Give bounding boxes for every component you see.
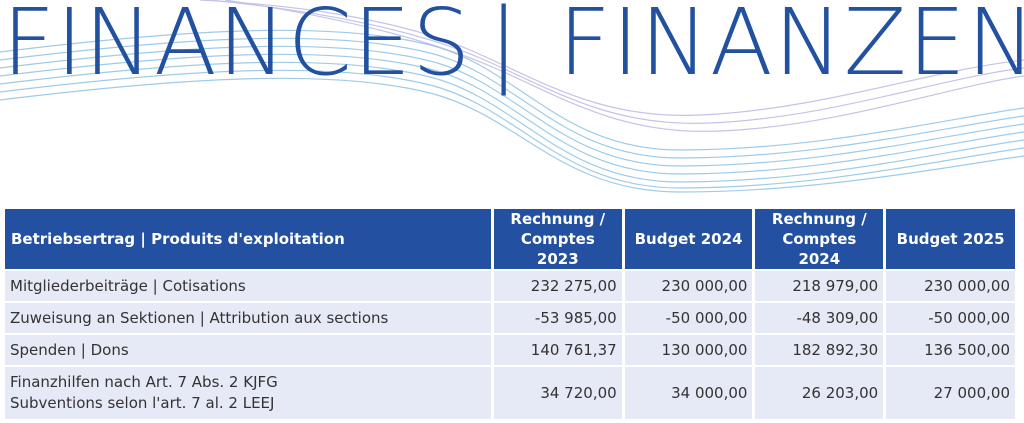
cell-value: 26 203,00	[755, 367, 884, 419]
cell-value: -50 000,00	[886, 303, 1015, 333]
cell-value: -53 985,00	[493, 303, 622, 333]
decorative-wave-lines	[0, 0, 1024, 193]
header-comptes-2024-line2: Comptes 2024	[782, 230, 857, 268]
row-label-line2: Subventions selon l'art. 7 al. 2 LEEJ	[10, 394, 275, 412]
finance-table: Betriebsertrag | Produits d'exploitation…	[2, 207, 1018, 421]
cell-value: 140 761,37	[493, 335, 622, 365]
cell-value: 34 720,00	[493, 367, 622, 419]
header-comptes-2023-line1: Rechnung /	[510, 210, 606, 228]
cell-value: -48 309,00	[755, 303, 884, 333]
table-row: Spenden | Dons 140 761,37 130 000,00 182…	[5, 335, 1015, 365]
cell-value: -50 000,00	[624, 303, 753, 333]
cell-value: 218 979,00	[755, 271, 884, 301]
table-row: Finanzhilfen nach Art. 7 Abs. 2 KJFG Sub…	[5, 367, 1015, 419]
heading-german: FINANZEN	[558, 0, 1024, 96]
row-label: Finanzhilfen nach Art. 7 Abs. 2 KJFG Sub…	[5, 367, 491, 419]
page-heading: FINANCES | FINANZEN	[0, 0, 1024, 98]
header-budget-2024: Budget 2024	[624, 209, 753, 269]
cell-value: 130 000,00	[624, 335, 753, 365]
cell-value: 27 000,00	[886, 367, 1015, 419]
cell-value: 230 000,00	[886, 271, 1015, 301]
header-comptes-2023-line2: Comptes 2023	[520, 230, 595, 268]
table-row: Mitgliederbeiträge | Cotisations 232 275…	[5, 271, 1015, 301]
heading-french: FINANCES	[2, 0, 472, 96]
cell-value: 232 275,00	[493, 271, 622, 301]
header-comptes-2023: Rechnung / Comptes 2023	[493, 209, 622, 269]
cell-value: 182 892,30	[755, 335, 884, 365]
cell-value: 230 000,00	[624, 271, 753, 301]
row-label: Spenden | Dons	[5, 335, 491, 365]
header-label: Betriebsertrag | Produits d'exploitation	[5, 209, 491, 269]
header-comptes-2024-line1: Rechnung /	[771, 210, 867, 228]
heading-separator: |	[488, 0, 520, 96]
row-label: Zuweisung an Sektionen | Attribution aux…	[5, 303, 491, 333]
table-row: Zuweisung an Sektionen | Attribution aux…	[5, 303, 1015, 333]
cell-value: 34 000,00	[624, 367, 753, 419]
header-budget-2025: Budget 2025	[886, 209, 1015, 269]
table-header-row: Betriebsertrag | Produits d'exploitation…	[5, 209, 1015, 269]
row-label-line1: Finanzhilfen nach Art. 7 Abs. 2 KJFG	[10, 373, 278, 391]
row-label: Mitgliederbeiträge | Cotisations	[5, 271, 491, 301]
header-comptes-2024: Rechnung / Comptes 2024	[755, 209, 884, 269]
cell-value: 136 500,00	[886, 335, 1015, 365]
